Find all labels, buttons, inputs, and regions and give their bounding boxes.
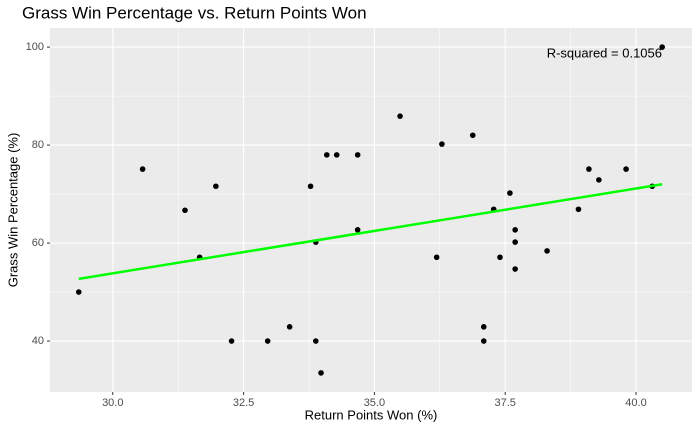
y-axis-title: Grass Win Percentage (%) [5, 133, 20, 288]
regression-line [78, 183, 663, 281]
chart-title: Grass Win Percentage vs. Return Points W… [22, 3, 367, 22]
point [139, 166, 146, 172]
annotation: R-squared = 0.1056 [547, 45, 662, 60]
y-tick-label: 40 [32, 335, 44, 347]
point [623, 166, 629, 172]
point [354, 152, 361, 158]
point [354, 227, 361, 233]
point [75, 289, 82, 295]
point [397, 113, 403, 119]
panel [50, 28, 692, 392]
point [228, 338, 235, 344]
x-tick-label: 35.0 [364, 397, 385, 409]
point [323, 152, 330, 158]
point [469, 132, 476, 139]
y-tick-label: 60 [32, 237, 44, 249]
point [318, 370, 324, 376]
point [333, 152, 340, 158]
point [512, 227, 518, 233]
point [497, 254, 503, 261]
point [480, 324, 487, 330]
x-tick-label: 32.5 [233, 397, 254, 409]
x-axis-title: Return Points Won (%) [305, 407, 438, 422]
x-tick-label: 40.0 [625, 397, 646, 409]
point [312, 338, 319, 344]
x-tick-label: 30.0 [102, 397, 123, 409]
y-tick-label: 100 [26, 41, 44, 53]
point [433, 254, 440, 261]
y-tick-label: 80 [32, 139, 44, 151]
point [507, 190, 513, 196]
point [512, 239, 518, 245]
point [213, 183, 219, 190]
point [182, 207, 188, 214]
point [264, 338, 271, 344]
point [286, 324, 293, 330]
point [544, 248, 550, 254]
point [480, 338, 487, 344]
point [586, 166, 592, 172]
point [439, 141, 445, 147]
point [512, 266, 518, 272]
x-tick-label: 37.5 [494, 397, 515, 409]
point [575, 206, 582, 213]
point [307, 183, 314, 190]
point [596, 177, 602, 183]
point [659, 44, 665, 50]
